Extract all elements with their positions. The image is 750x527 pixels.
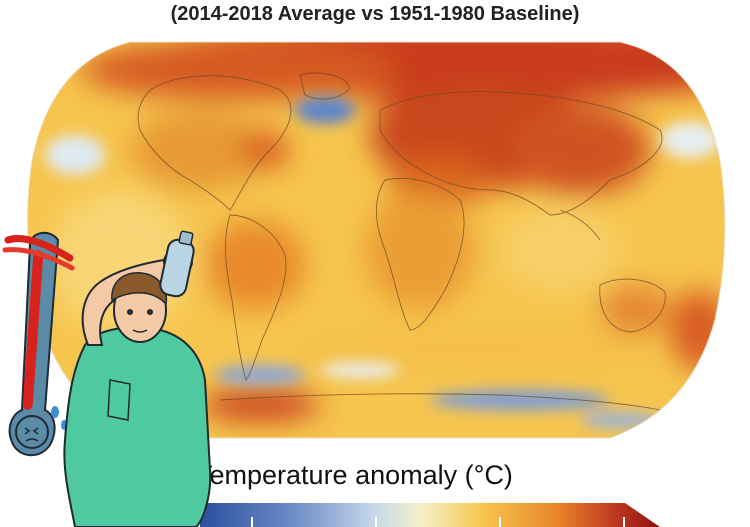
cool-anomalies [45,96,720,428]
colorbar-gradient [200,503,660,527]
map-frame [27,41,726,439]
colorbar-ticks [251,517,625,527]
world-temperature-anomaly-map [27,41,726,439]
map-surface [27,42,725,438]
coastlines [137,72,666,411]
map-subtitle: (2014-2018 Average vs 1951-1980 Baseline… [170,3,580,25]
legend-title: Temperature anomaly (°C) [196,460,513,490]
north-atlantic-cold-spot [295,96,355,124]
